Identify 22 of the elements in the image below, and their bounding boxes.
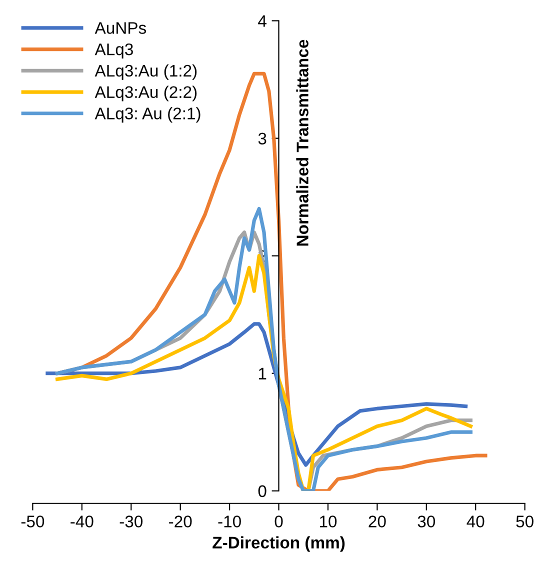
y-tick-label: 0 [258, 485, 266, 498]
y-tick-label: 4 [258, 15, 266, 27]
x-tick-label: -20 [169, 516, 192, 528]
x-tick-label: 20 [368, 516, 386, 528]
x-tick-label: 50 [516, 516, 534, 528]
legend-label: ALq3: Au (2:1) [94, 107, 200, 123]
x-tick-label: -50 [21, 516, 44, 528]
x-axis-title: Z-Direction (mm) [212, 536, 345, 552]
legend-label: ALq3:Au (1:2) [94, 64, 197, 80]
legend-label: AuNPs [94, 22, 146, 34]
x-tick-label: -40 [70, 516, 94, 528]
y-axis-title: Normalized Transmittance [296, 40, 308, 246]
x-tick-label: -10 [218, 516, 241, 528]
x-tick-label: -30 [120, 516, 143, 528]
legend-label: ALq3 [94, 43, 133, 59]
y-tick-label: 3 [258, 132, 266, 144]
y-tick-label: 1 [258, 368, 266, 380]
x-tick-label: 30 [418, 516, 436, 528]
x-tick-label: 40 [466, 516, 484, 528]
legend-label: ALq3:Au (2:2) [94, 86, 197, 102]
x-tick-label: 0 [274, 516, 283, 528]
x-tick-label: 10 [320, 516, 337, 528]
